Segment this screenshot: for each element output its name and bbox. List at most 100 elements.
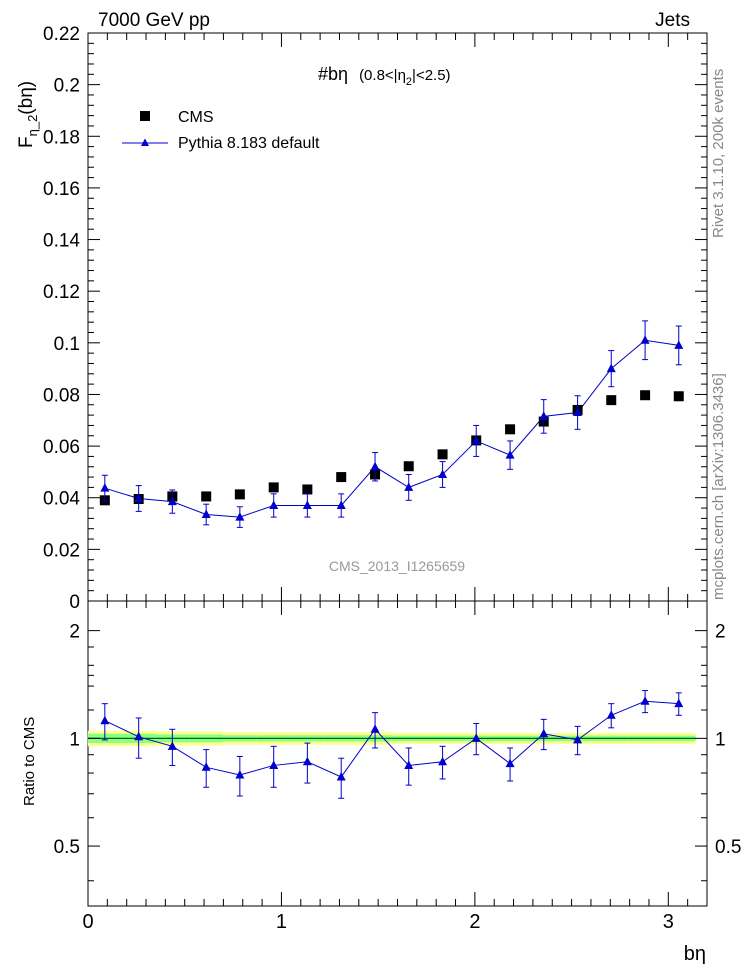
- pythia-point: [674, 340, 684, 349]
- cms-point: [403, 461, 414, 472]
- ratio-point: [302, 756, 312, 766]
- analysis-watermark: CMS_2013_I1265659: [329, 558, 465, 574]
- header-right: Jets: [655, 10, 690, 31]
- ratio-xtick-label: 2: [469, 911, 480, 933]
- ratio-xtick-label: 1: [276, 911, 287, 933]
- pythia-point: [505, 450, 515, 459]
- main-title-end: |<2.5): [412, 67, 451, 84]
- cms-point: [606, 395, 617, 406]
- pythia-point: [302, 500, 312, 509]
- pythia-point: [640, 335, 650, 344]
- main-title: #bη (0.8<|η2|<2.5): [318, 64, 451, 88]
- ratio-point: [100, 715, 110, 725]
- cms-point: [336, 472, 347, 483]
- pythia-point: [134, 493, 144, 503]
- main-ytick-label: 0.18: [43, 127, 80, 148]
- main-data: [99, 320, 684, 528]
- ratio-point: [471, 733, 481, 742]
- ratio-point: [438, 756, 448, 766]
- cms-point: [640, 390, 651, 401]
- ratio-xtick-label: 3: [663, 911, 674, 933]
- main-ytick-label: 0.16: [43, 179, 80, 200]
- x-axis-label: bη: [684, 943, 706, 965]
- cms-point: [673, 391, 684, 402]
- pythia-point: [100, 483, 110, 492]
- pythia-point: [438, 469, 448, 478]
- main-ytick-label: 0.08: [43, 385, 80, 406]
- ratio-point: [370, 724, 380, 733]
- pythia-point: [404, 482, 414, 491]
- main-ylabel-sub: η_2: [25, 115, 40, 137]
- main-y-axis: 0 0.02 0.04 0.06 0.08 0.1 0.12 0.14 0.16 0.18 0.2 0…: [43, 24, 707, 613]
- main-ytick-label: 0.04: [43, 489, 80, 510]
- main-ytick-label: 0.22: [43, 24, 80, 45]
- pythia-point: [539, 411, 549, 420]
- pythia-point: [235, 512, 245, 521]
- main-title-sub: 2: [406, 76, 412, 88]
- mcplots-label: mcplots.cern.ch [arXiv:1306.3436]: [710, 373, 727, 600]
- ratio-data: [100, 690, 684, 799]
- pythia-point: [336, 500, 346, 509]
- ratio-point: [640, 696, 650, 705]
- ratio-point: [134, 731, 144, 741]
- ratio-point: [269, 760, 279, 769]
- ratio-bands: [87, 730, 696, 747]
- main-title-main: #bη: [318, 64, 348, 84]
- ratio-ytick-label: 0.5: [54, 837, 80, 858]
- cms-point: [201, 491, 212, 502]
- pythia-point: [573, 407, 583, 417]
- main-ylabel-f: F: [16, 136, 37, 148]
- legend-marker-pythia: [141, 138, 149, 146]
- pythia-point: [167, 496, 177, 506]
- ratio-point: [404, 760, 414, 769]
- main-ytick-label: 0.12: [43, 282, 80, 303]
- ratio-panel: 0.5 0.5 1 1 2 2 0 1 2 3 Ratio to CMS bη: [21, 600, 741, 965]
- ratio-ytick-label-right: 1: [715, 729, 726, 750]
- ratio-point: [505, 758, 515, 768]
- ratio-line: [104, 700, 679, 778]
- legend-label-pythia: Pythia 8.183 default: [178, 135, 320, 152]
- ratio-point: [201, 762, 211, 771]
- ratio-point: [235, 769, 245, 779]
- main-ytick-label: 0.14: [43, 231, 80, 252]
- ratio-ytick-label-right: 2: [715, 622, 726, 643]
- pythia-point: [201, 509, 211, 519]
- main-ylabel-end: (bη): [16, 81, 37, 115]
- main-ylabel: Fη_2(bη): [16, 81, 40, 148]
- rivet-label: Rivet 3.1.10, 200k events: [710, 69, 727, 238]
- pythia-point: [269, 500, 279, 509]
- ratio-point: [674, 698, 684, 708]
- ratio-ylabel: Ratio to CMS: [21, 717, 38, 806]
- cms-point: [505, 424, 516, 435]
- main-panel: 0 0.02 0.04 0.06 0.08 0.1 0.12 0.14 0.16 0.18 0.2 0…: [16, 24, 708, 613]
- ratio-ytick-label: 1: [69, 729, 80, 750]
- ratio-point: [573, 734, 583, 744]
- ratio-point: [167, 741, 177, 750]
- main-ytick-label: 0.2: [54, 76, 80, 97]
- pythia-point: [606, 363, 616, 373]
- main-ytick-label: 0.1: [54, 334, 80, 355]
- legend-marker-cms: [140, 111, 150, 121]
- ratio-x-axis: 0 1 2 3: [82, 601, 708, 933]
- ratio-point: [606, 710, 616, 719]
- ratio-ytick-label-right: 0.5: [715, 837, 741, 858]
- legend-label-cms: CMS: [178, 109, 214, 126]
- main-title-suffix: (0.8<|η: [359, 67, 406, 84]
- ratio-ytick-label: 2: [69, 622, 80, 643]
- ratio-point: [539, 728, 549, 738]
- cms-point: [268, 482, 279, 493]
- main-ytick-label: 0: [69, 592, 80, 613]
- main-ytick-label: 0.02: [43, 540, 80, 561]
- main-ytick-label: 0.06: [43, 437, 80, 458]
- pythia-point: [471, 435, 481, 445]
- cms-point: [302, 484, 313, 495]
- ratio-xtick-label: 0: [82, 911, 93, 933]
- pythia-point: [370, 461, 380, 471]
- pythia-line: [104, 339, 679, 518]
- ratio-y-axis: 0.5 0.5 1 1 2 2: [54, 622, 741, 882]
- legend: CMS Pythia 8.183 default: [122, 109, 320, 152]
- main-x-ticks: [87, 33, 708, 601]
- header-left: 7000 GeV pp: [98, 10, 210, 31]
- cms-point: [234, 489, 245, 500]
